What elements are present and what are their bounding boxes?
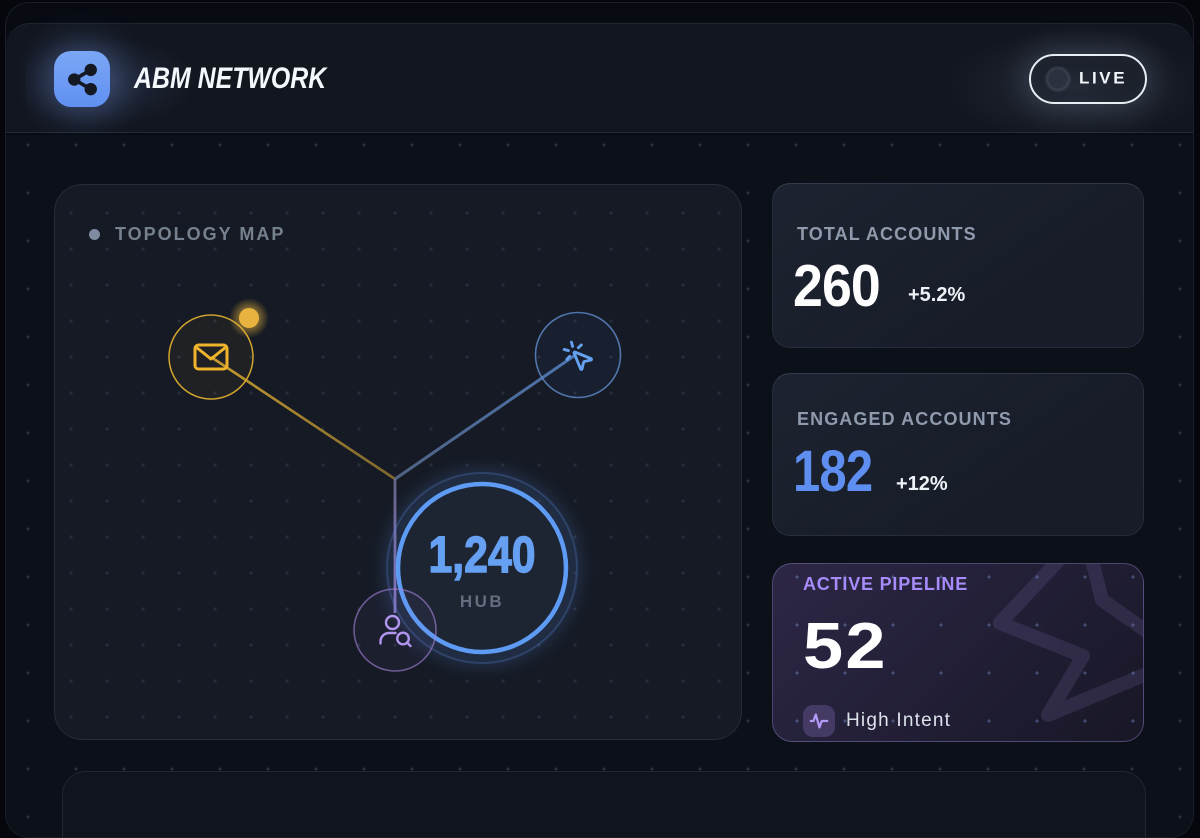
- svg-text:1,240: 1,240: [429, 526, 536, 583]
- svg-text:HUB: HUB: [460, 592, 504, 611]
